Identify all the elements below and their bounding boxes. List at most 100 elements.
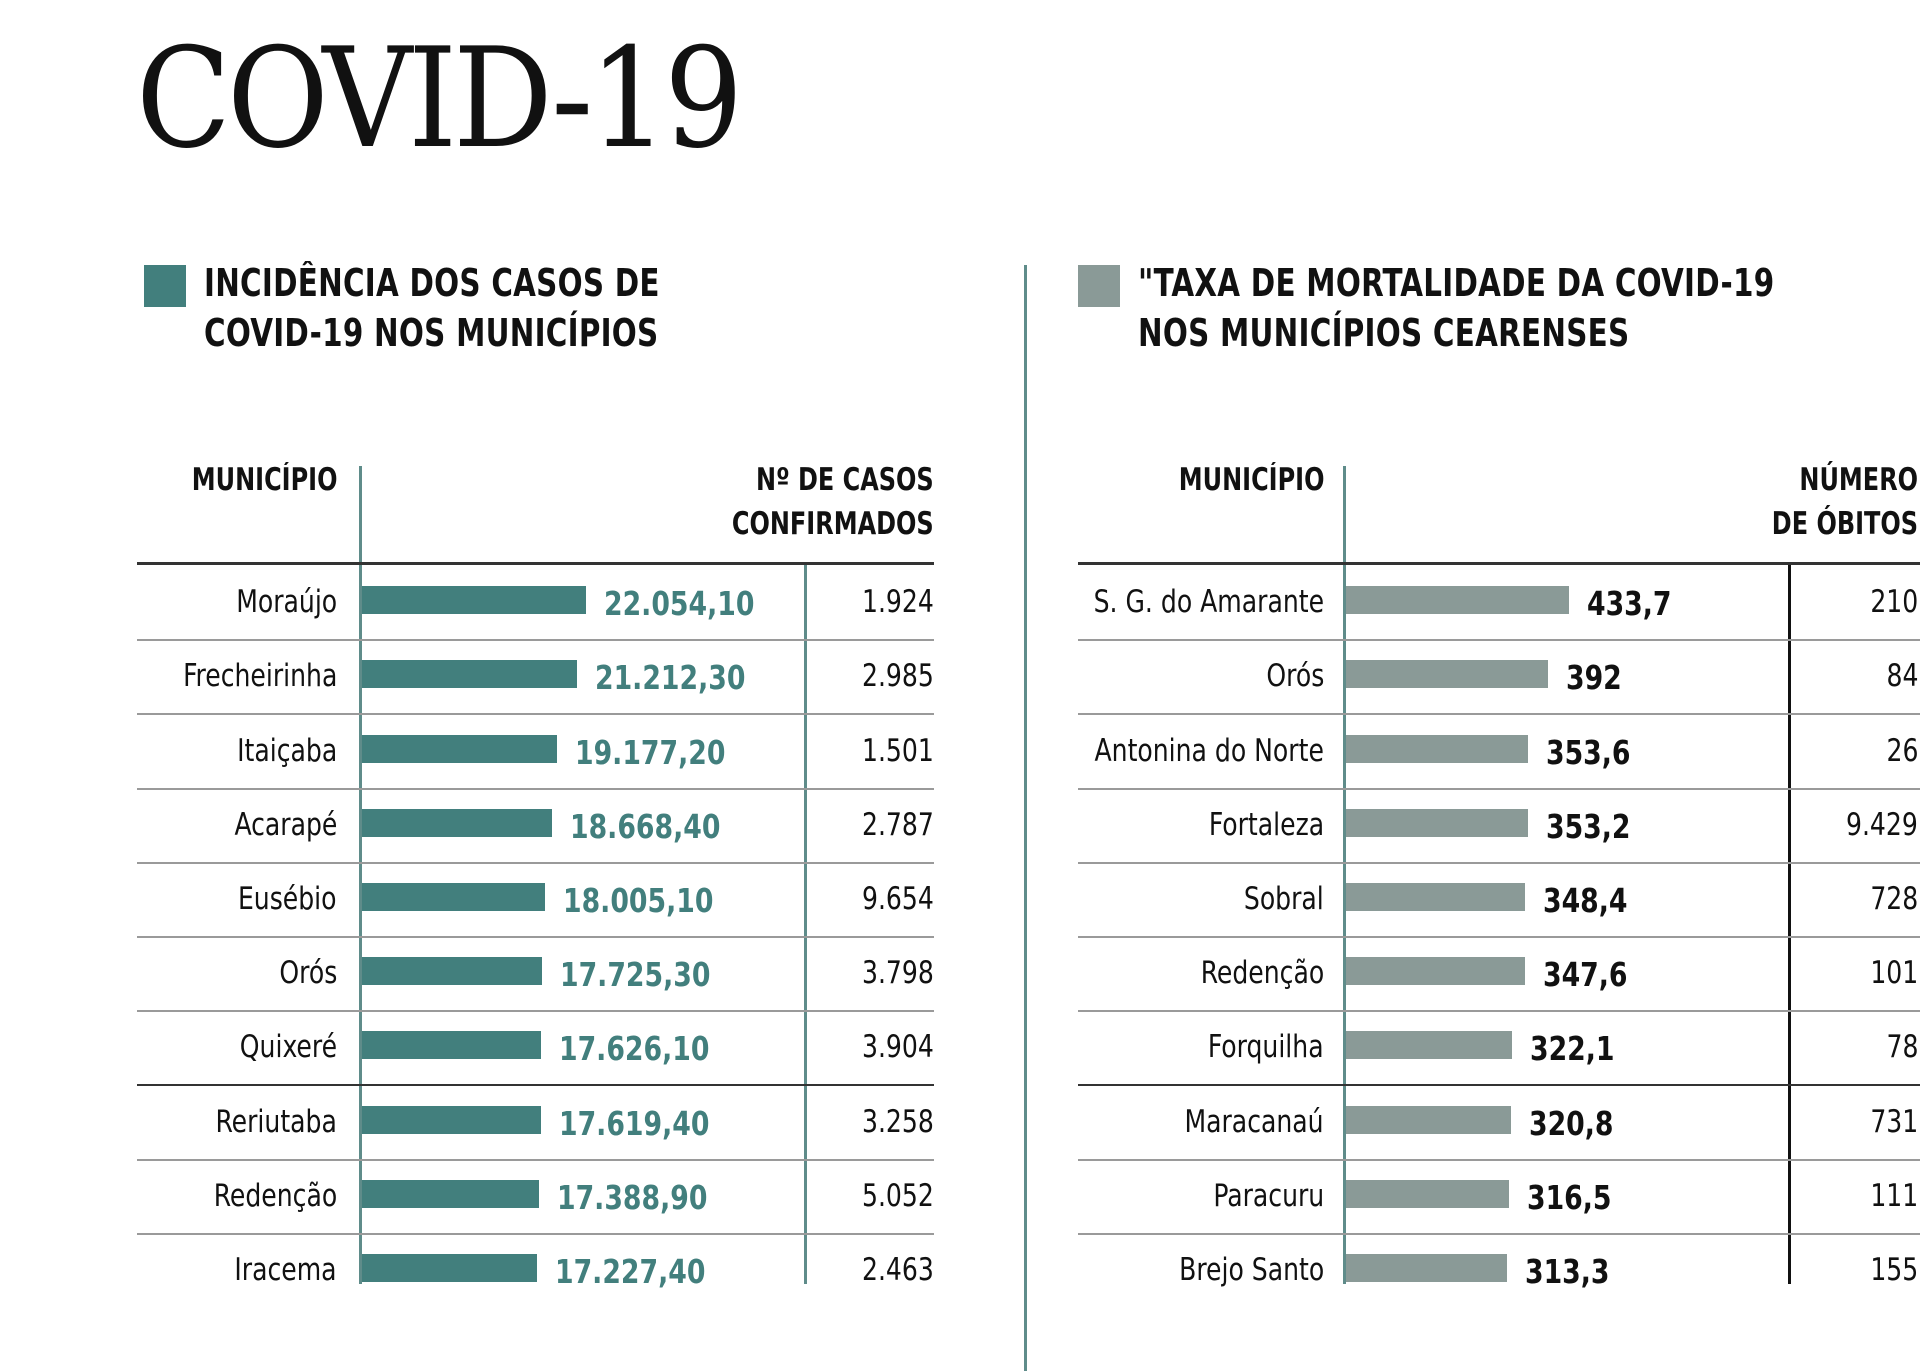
mortality-row-rule xyxy=(1078,862,1920,864)
incidence-col-municipio: MUNICÍPIO xyxy=(191,462,337,498)
mortality-bar xyxy=(1346,660,1548,688)
mortality-value-label: 353,2 xyxy=(1546,807,1631,846)
incidence-category-label: Moraújo xyxy=(236,584,337,620)
mortality-category-label: Antonina do Norte xyxy=(1094,733,1324,769)
incidence-row-rule xyxy=(137,1010,934,1012)
incidence-bar xyxy=(362,1180,539,1208)
incidence-axis-line xyxy=(359,466,362,1284)
incidence-column-separator xyxy=(804,563,807,1284)
incidence-category-label: Iracema xyxy=(234,1252,337,1288)
incidence-secondary-label: 5.052 xyxy=(862,1178,934,1214)
incidence-category-label: Reriutaba xyxy=(215,1104,337,1140)
mortality-row-rule xyxy=(1078,713,1920,715)
mortality-col-deaths-line: DE ÓBITOS xyxy=(1771,506,1918,542)
incidence-secondary-label: 3.798 xyxy=(862,955,934,991)
mortality-col-municipio: MUNICÍPIO xyxy=(1178,462,1324,498)
incidence-secondary-label: 1.501 xyxy=(862,733,934,769)
incidence-title-line: COVID-19 NOS MUNICÍPIOS xyxy=(204,311,659,355)
incidence-category-label: Eusébio xyxy=(238,881,337,917)
incidence-category-label: Frecheirinha xyxy=(182,658,337,694)
mortality-bar xyxy=(1346,1254,1508,1282)
incidence-bar xyxy=(362,1106,541,1134)
incidence-value-label: 19.177,20 xyxy=(575,733,726,772)
mortality-row-rule xyxy=(1078,1159,1920,1161)
incidence-value-label: 18.668,40 xyxy=(570,807,721,846)
mortality-col-deaths: NÚMERO DE ÓBITOS xyxy=(1772,458,1918,546)
incidence-secondary-label: 1.924 xyxy=(862,584,934,620)
incidence-bar xyxy=(362,1031,541,1059)
mortality-bar xyxy=(1346,883,1526,911)
mortality-secondary-label: 731 xyxy=(1870,1104,1918,1140)
mortality-secondary-label: 728 xyxy=(1870,881,1918,917)
incidence-category-label: Orós xyxy=(279,955,337,991)
incidence-row-rule xyxy=(137,639,934,641)
incidence-value-label: 21.212,30 xyxy=(595,658,746,697)
mortality-category-label: Brejo Santo xyxy=(1178,1252,1324,1288)
page-title: COVID-19 xyxy=(136,18,743,179)
mortality-secondary-label: 26 xyxy=(1886,733,1918,769)
incidence-col-cases-line: Nº DE CASOS xyxy=(756,462,934,498)
incidence-row-rule xyxy=(137,1084,934,1086)
mortality-bar xyxy=(1346,957,1525,985)
mortality-bar xyxy=(1346,1106,1511,1134)
incidence-row-rule xyxy=(137,1233,934,1235)
mortality-category-label: Fortaleza xyxy=(1208,807,1324,843)
mortality-category-label: Orós xyxy=(1266,658,1324,694)
incidence-secondary-label: 2.985 xyxy=(862,658,934,694)
mortality-value-label: 320,8 xyxy=(1529,1104,1614,1143)
mortality-secondary-label: 101 xyxy=(1870,955,1918,991)
incidence-bar xyxy=(362,809,552,837)
incidence-header-rule xyxy=(137,562,934,565)
incidence-col-cases: Nº DE CASOS CONFIRMADOS xyxy=(732,458,934,546)
mortality-row-rule xyxy=(1078,1084,1920,1086)
incidence-secondary-label: 2.787 xyxy=(862,807,934,843)
mortality-row-rule xyxy=(1078,788,1920,790)
incidence-value-label: 18.005,10 xyxy=(563,881,714,920)
incidence-value-label: 17.227,40 xyxy=(555,1252,706,1291)
mortality-legend-swatch xyxy=(1078,265,1120,307)
incidence-secondary-label: 3.258 xyxy=(862,1104,934,1140)
mortality-category-label: Sobral xyxy=(1244,881,1324,917)
incidence-value-label: 22.054,10 xyxy=(604,584,755,623)
mortality-category-label: Paracuru xyxy=(1213,1178,1324,1214)
mortality-row-rule xyxy=(1078,639,1920,641)
mortality-bar xyxy=(1346,1031,1512,1059)
incidence-value-label: 17.619,40 xyxy=(559,1104,710,1143)
panel-divider xyxy=(1024,265,1027,1371)
mortality-secondary-label: 111 xyxy=(1870,1178,1918,1214)
incidence-category-label: Itaiçaba xyxy=(236,733,337,769)
mortality-title: "TAXA DE MORTALIDADE DA COVID-19 NOS MUN… xyxy=(1138,258,1774,358)
incidence-bar xyxy=(362,660,578,688)
incidence-bar xyxy=(362,1254,537,1282)
mortality-secondary-label: 155 xyxy=(1870,1252,1918,1288)
incidence-row-rule xyxy=(137,713,934,715)
mortality-value-label: 353,6 xyxy=(1546,733,1631,772)
incidence-legend-swatch xyxy=(144,265,186,307)
mortality-bar xyxy=(1346,735,1528,763)
incidence-category-label: Quixeré xyxy=(239,1029,337,1065)
mortality-value-label: 347,6 xyxy=(1543,955,1628,994)
incidence-bar xyxy=(362,735,557,763)
incidence-value-label: 17.725,30 xyxy=(560,955,711,994)
mortality-category-label: Forquilha xyxy=(1208,1029,1324,1065)
mortality-axis-line xyxy=(1343,466,1346,1284)
incidence-value-label: 17.626,10 xyxy=(559,1029,710,1068)
mortality-value-label: 348,4 xyxy=(1543,881,1628,920)
mortality-title-line: "TAXA DE MORTALIDADE DA COVID-19 xyxy=(1138,261,1775,305)
mortality-category-label: Redenção xyxy=(1200,955,1324,991)
incidence-row-rule xyxy=(137,862,934,864)
incidence-value-label: 17.388,90 xyxy=(557,1178,708,1217)
mortality-bar xyxy=(1346,809,1528,837)
mortality-secondary-label: 84 xyxy=(1886,658,1918,694)
incidence-secondary-label: 9.654 xyxy=(862,881,934,917)
mortality-bar xyxy=(1346,1180,1509,1208)
mortality-title-line: NOS MUNICÍPIOS CEARENSES xyxy=(1138,311,1630,355)
incidence-category-label: Redenção xyxy=(213,1178,337,1214)
incidence-category-label: Acarapé xyxy=(234,807,337,843)
incidence-title: INCIDÊNCIA DOS CASOS DE COVID-19 NOS MUN… xyxy=(204,258,660,358)
incidence-title-line: INCIDÊNCIA DOS CASOS DE xyxy=(204,261,660,305)
mortality-col-deaths-line: NÚMERO xyxy=(1799,462,1918,498)
mortality-bar xyxy=(1346,586,1569,614)
mortality-row-rule xyxy=(1078,1233,1920,1235)
mortality-secondary-label: 210 xyxy=(1870,584,1918,620)
